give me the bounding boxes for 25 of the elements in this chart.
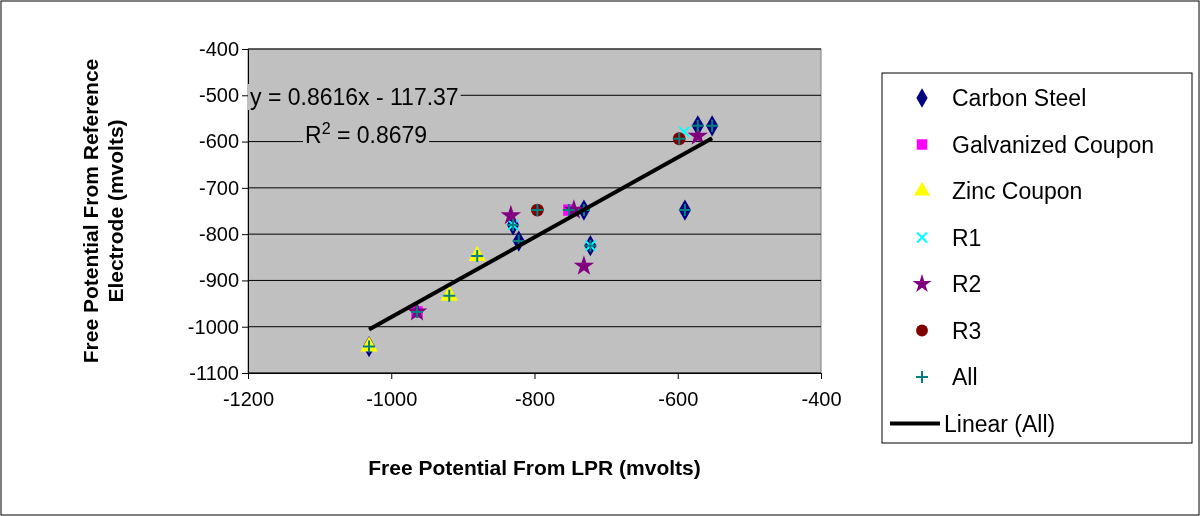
- x-tick-label: -800: [514, 388, 556, 410]
- x-tick-label: -1000: [366, 388, 418, 410]
- y-tick-label: -1100: [189, 361, 239, 384]
- x-tick-label: -600: [658, 388, 699, 410]
- legend-label: R1: [952, 224, 982, 251]
- legend-label: Zinc Coupon: [952, 178, 1083, 204]
- y-tick-label: -700: [198, 176, 239, 199]
- legend-label: All: [952, 364, 978, 390]
- legend-label: Carbon Steel: [952, 85, 1087, 111]
- y-tick-label: -900: [198, 269, 239, 292]
- y-tick-label: -600: [198, 130, 239, 153]
- y-tick-label: -400: [198, 37, 239, 60]
- x-tick-label: -1200: [222, 388, 275, 410]
- y-tick-label: -500: [198, 84, 239, 107]
- x-axis-title: Free Potential From LPR (mvolts): [368, 456, 701, 479]
- legend-label: Linear (All): [944, 410, 1056, 437]
- legend-label: R2: [952, 271, 982, 297]
- x-tick-label: -400: [801, 388, 842, 410]
- annotation: R$^{2}$ = 0.8679: [305, 119, 428, 148]
- y-tick-label: -1000: [187, 315, 239, 338]
- y-tick-label: -800: [198, 223, 239, 246]
- annotation: y = 0.8616x - 117.37: [250, 84, 459, 110]
- legend-label: R3: [952, 317, 982, 344]
- y-axis-title: Free Potential From Reference Electrode (mvolts): [79, 58, 127, 364]
- legend-label: Galvanized Coupon: [952, 131, 1155, 158]
